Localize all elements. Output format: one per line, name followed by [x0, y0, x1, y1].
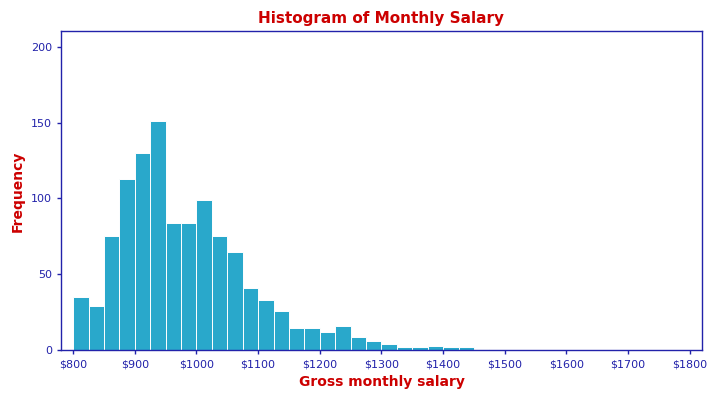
Bar — [89, 306, 104, 350]
Bar — [336, 326, 351, 350]
Bar — [320, 332, 336, 350]
Bar — [366, 341, 382, 350]
Title: Histogram of Monthly Salary: Histogram of Monthly Salary — [258, 11, 505, 26]
Bar — [289, 328, 305, 350]
Bar — [474, 349, 490, 350]
Bar — [228, 252, 243, 350]
Bar — [305, 328, 320, 350]
Bar — [459, 347, 474, 350]
Bar — [274, 311, 289, 350]
Bar — [413, 347, 428, 350]
Bar — [212, 236, 228, 350]
Bar — [397, 347, 413, 350]
Bar — [181, 223, 197, 350]
Bar — [428, 346, 443, 350]
Bar — [135, 153, 150, 350]
Bar — [197, 200, 212, 350]
Bar — [166, 223, 181, 350]
Bar — [351, 337, 366, 350]
Bar — [258, 300, 274, 350]
Bar — [150, 121, 166, 350]
Bar — [120, 179, 135, 350]
Bar — [73, 297, 89, 350]
X-axis label: Gross monthly salary: Gross monthly salary — [299, 375, 464, 389]
Y-axis label: Frequency: Frequency — [11, 150, 25, 232]
Bar — [443, 347, 459, 350]
Bar — [243, 288, 258, 350]
Bar — [382, 344, 397, 350]
Bar — [104, 236, 120, 350]
